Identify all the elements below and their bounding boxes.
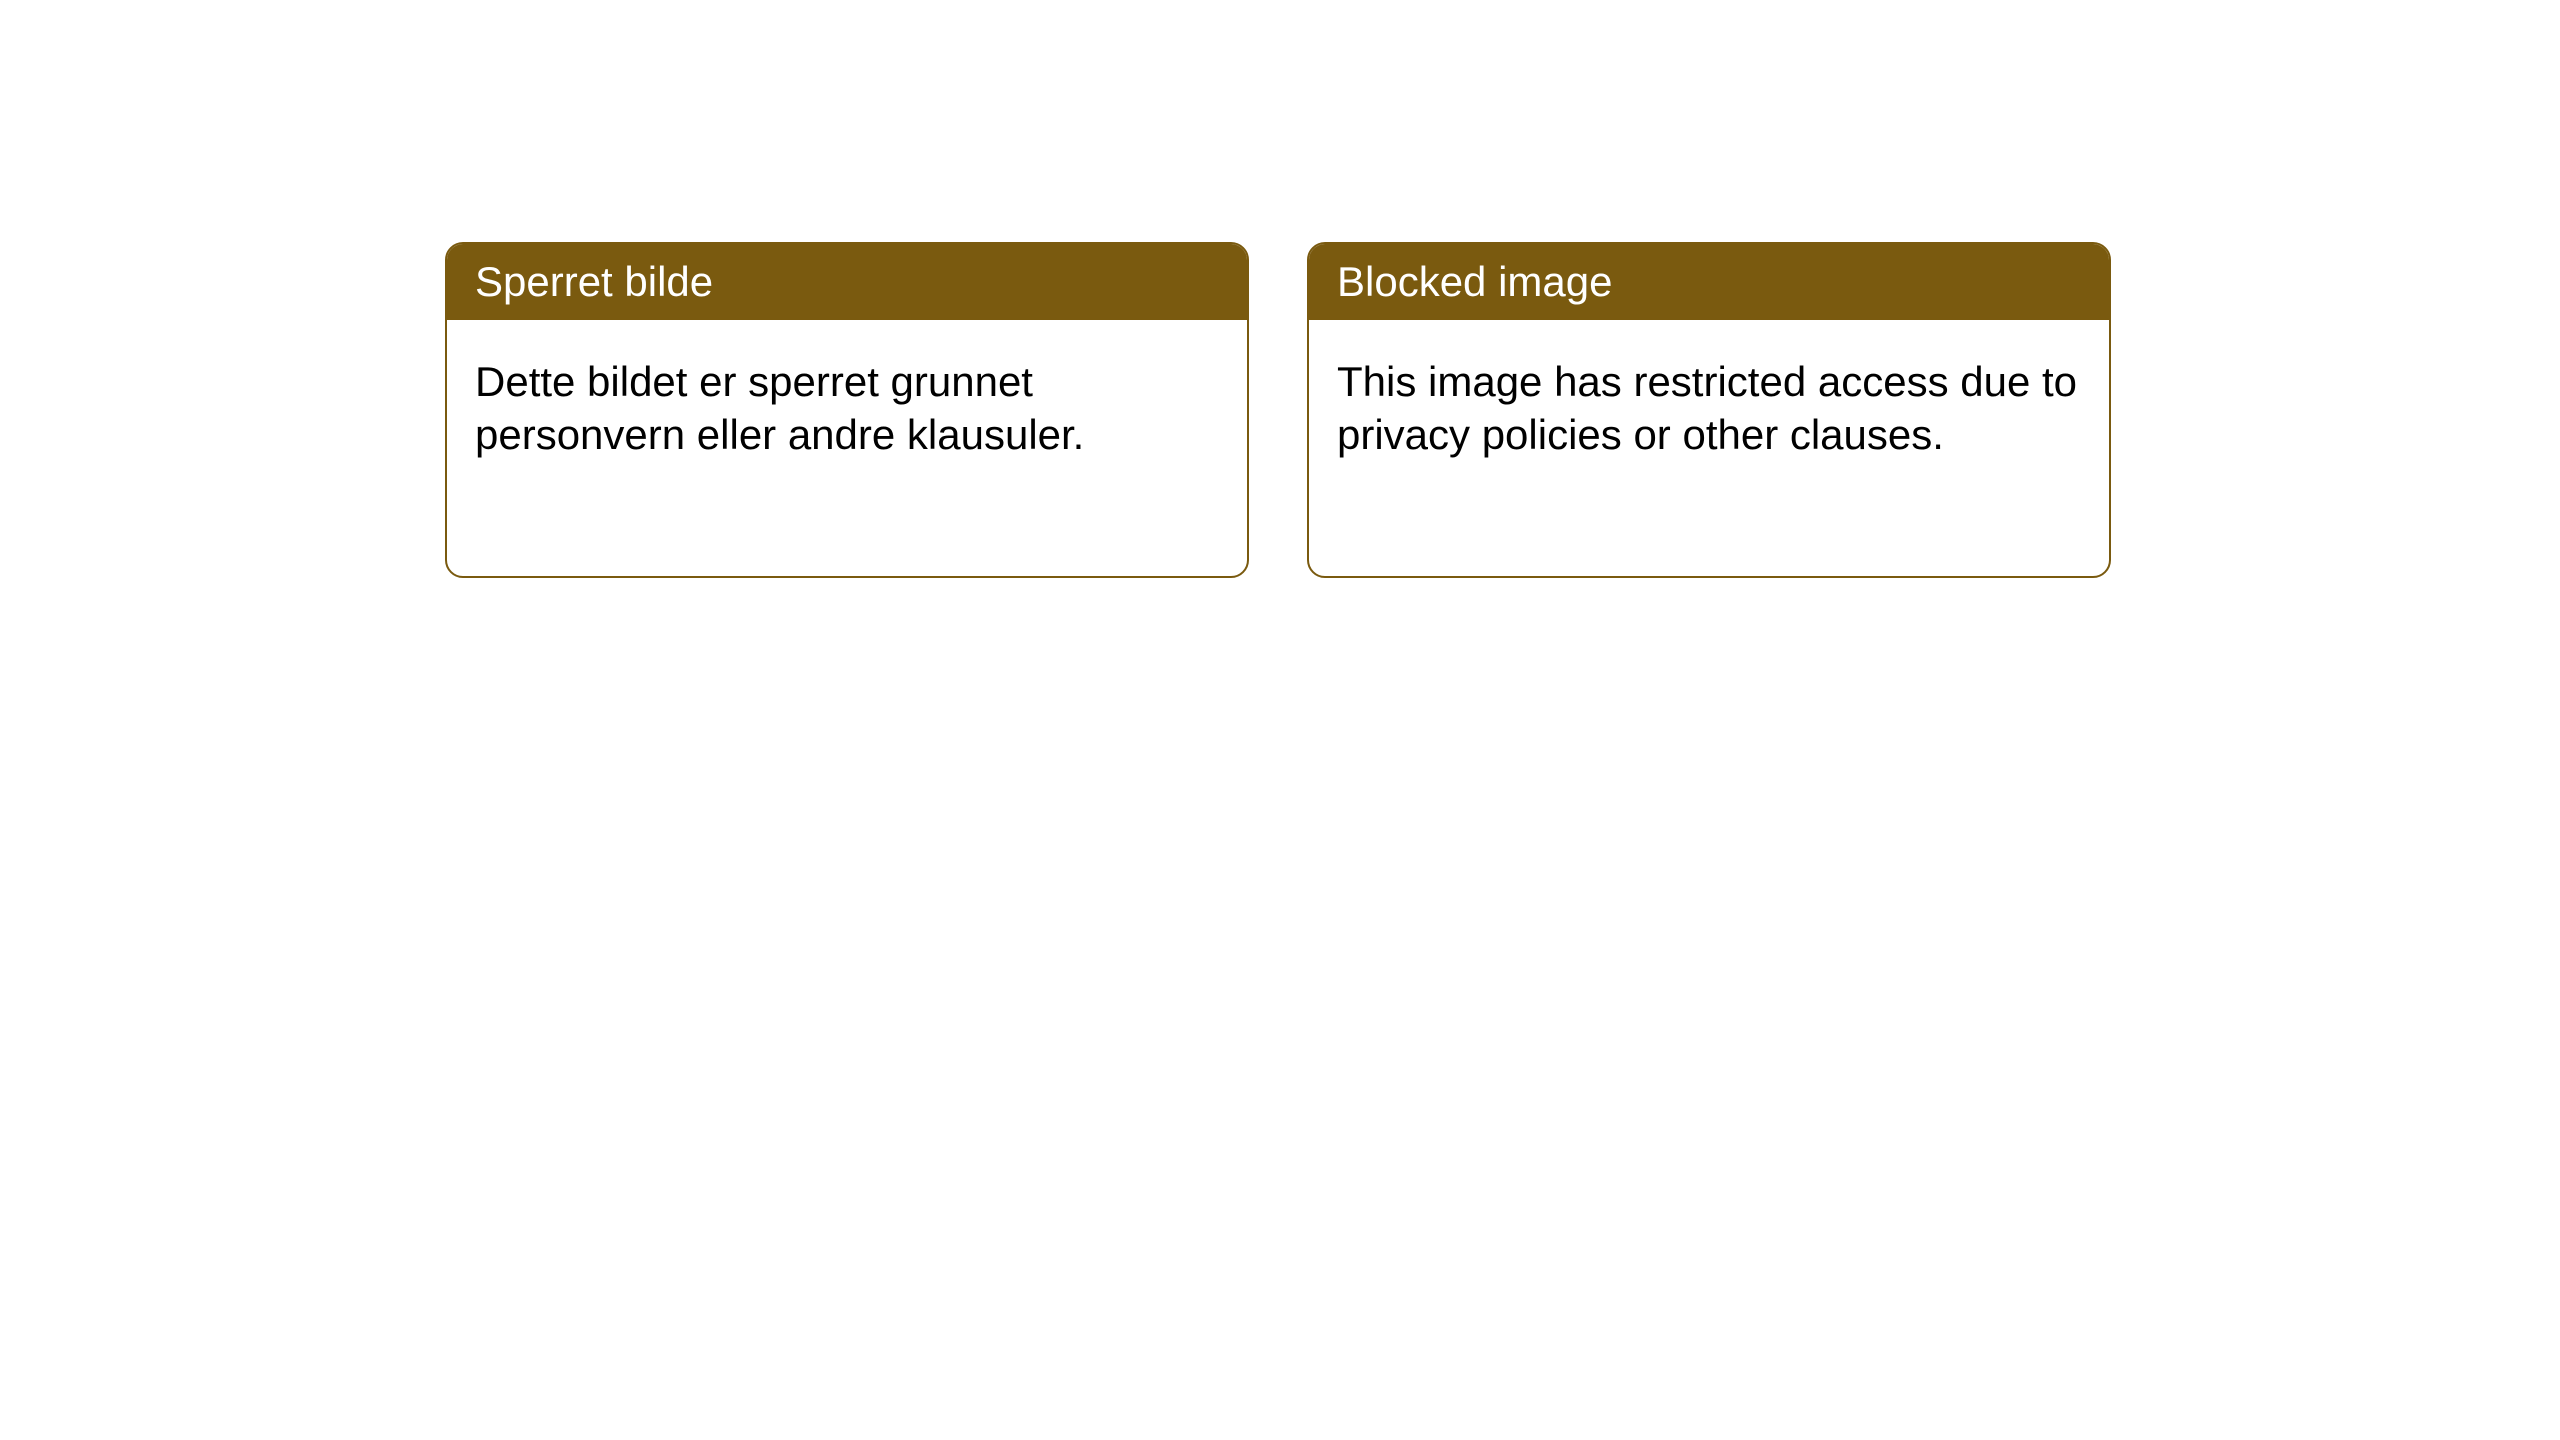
notice-header: Sperret bilde <box>447 244 1247 320</box>
notice-header: Blocked image <box>1309 244 2109 320</box>
notice-box-english: Blocked image This image has restricted … <box>1307 242 2111 578</box>
notice-body: This image has restricted access due to … <box>1309 320 2109 497</box>
notice-text: This image has restricted access due to … <box>1337 358 2077 458</box>
notice-text: Dette bildet er sperret grunnet personve… <box>475 358 1084 458</box>
notice-title: Sperret bilde <box>475 258 713 305</box>
notice-body: Dette bildet er sperret grunnet personve… <box>447 320 1247 497</box>
notice-container: Sperret bilde Dette bildet er sperret gr… <box>0 0 2560 578</box>
notice-title: Blocked image <box>1337 258 1612 305</box>
notice-box-norwegian: Sperret bilde Dette bildet er sperret gr… <box>445 242 1249 578</box>
